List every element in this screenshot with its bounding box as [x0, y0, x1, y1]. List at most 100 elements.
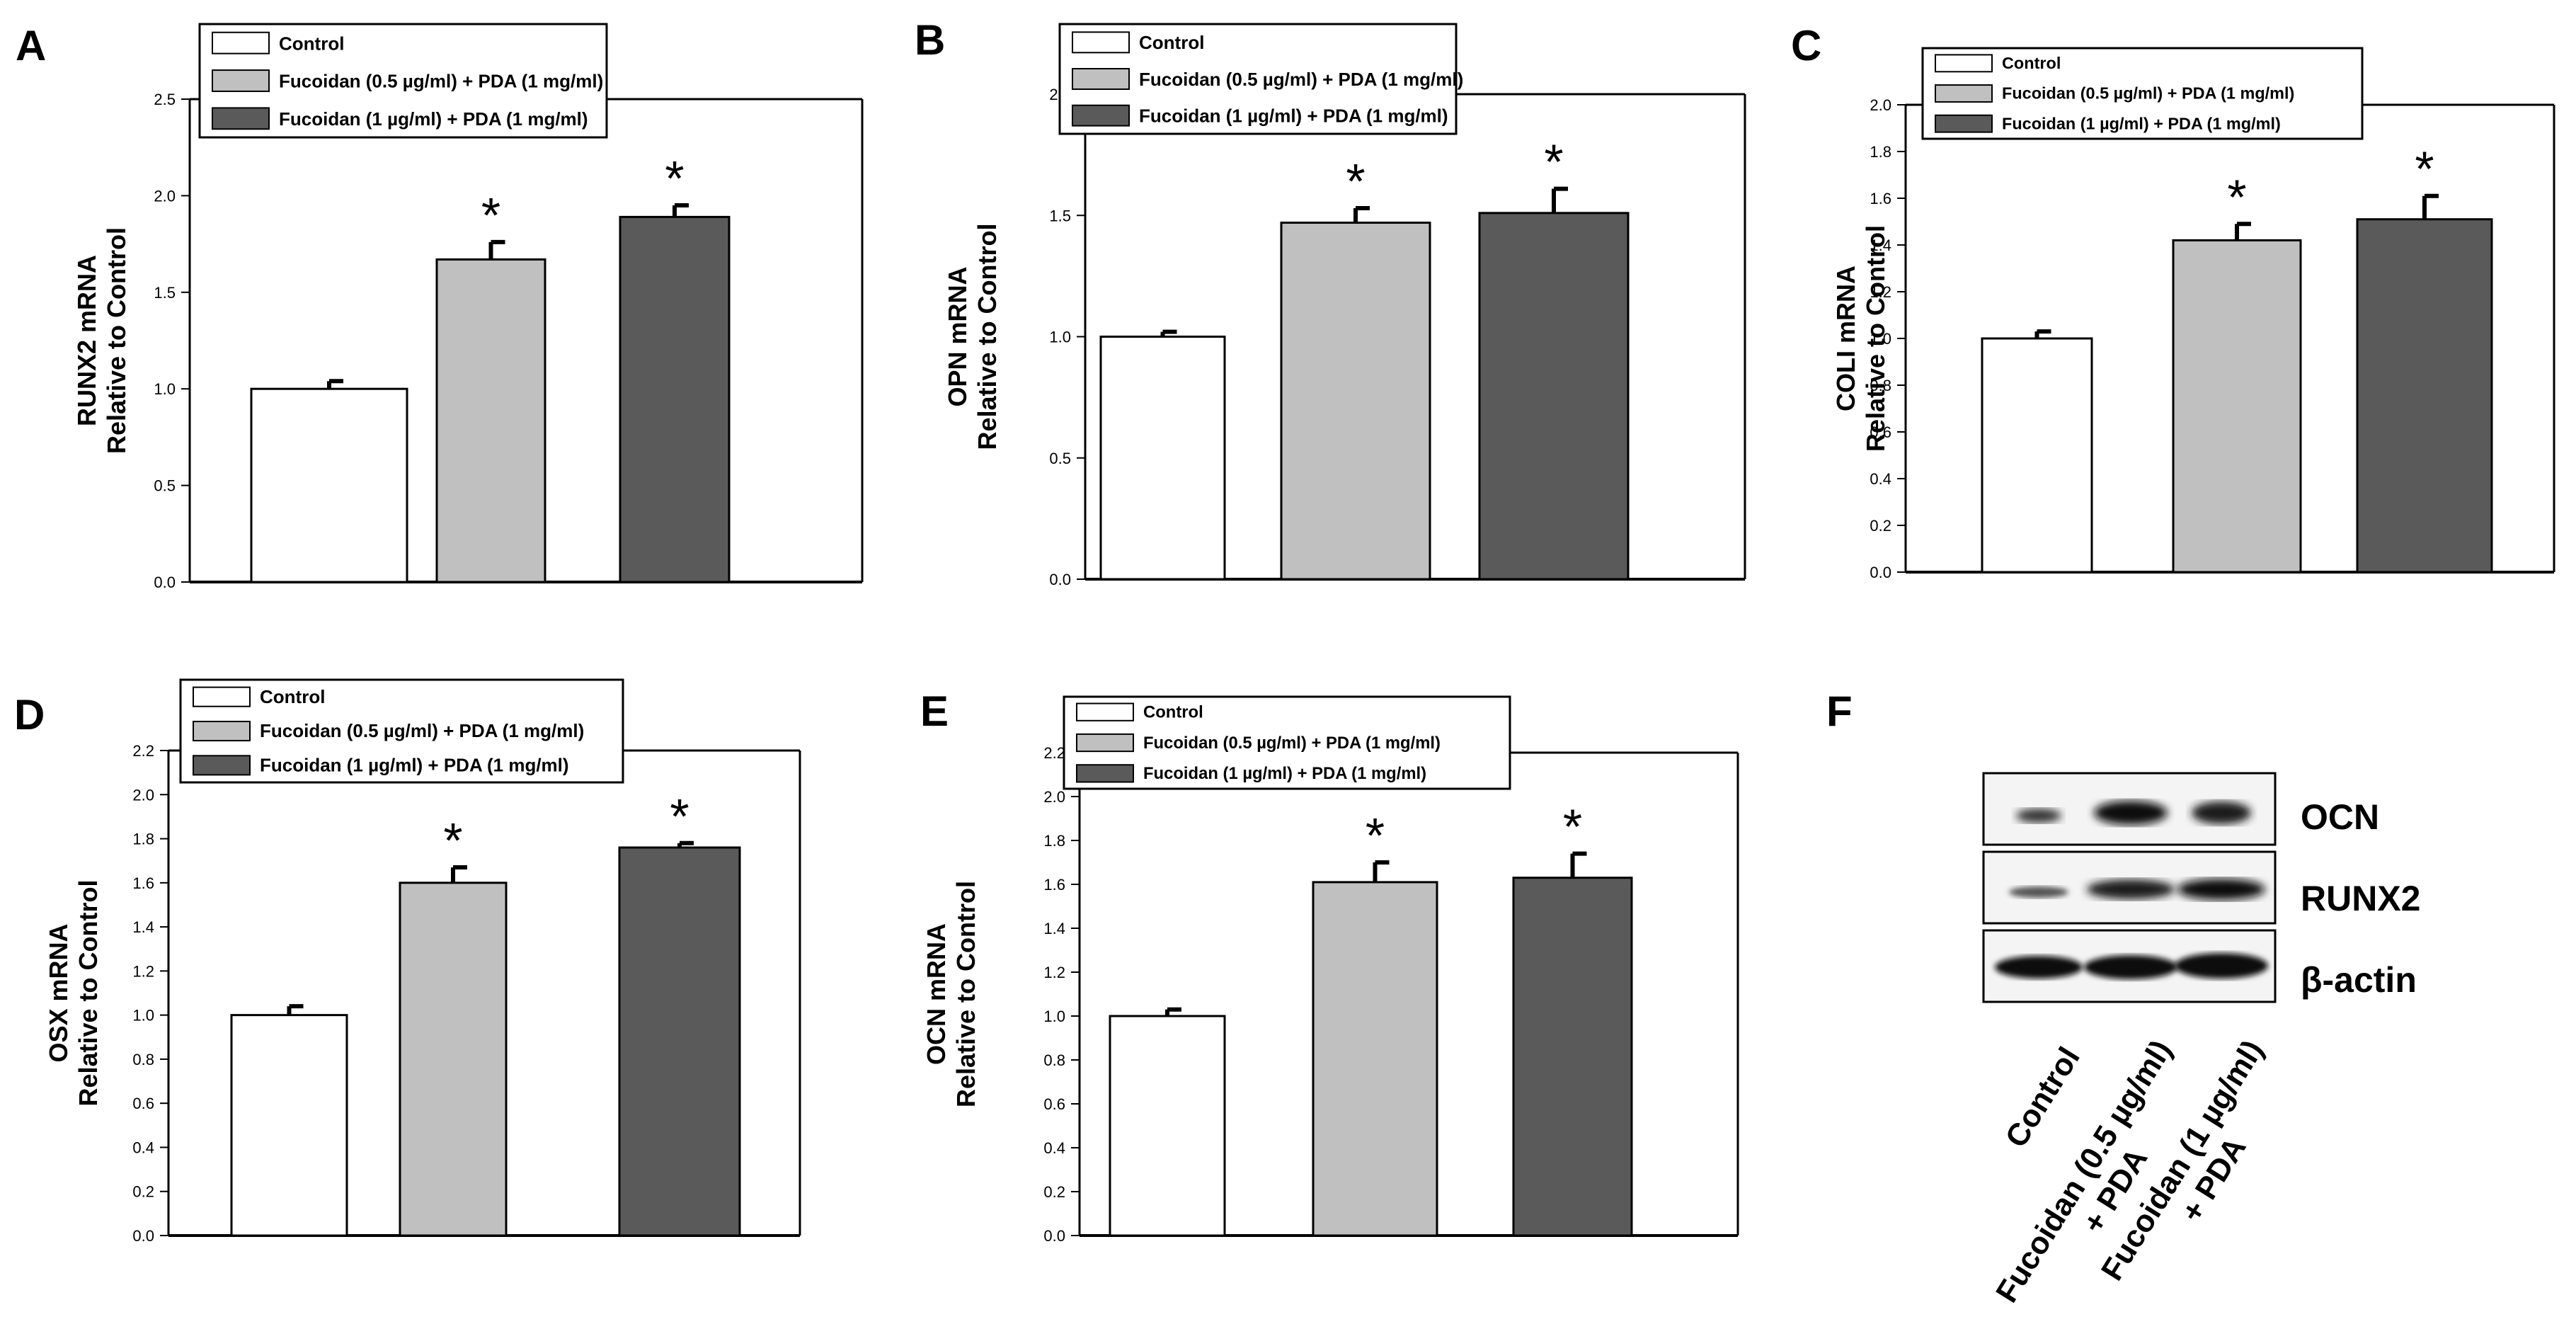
- bar: [1981, 337, 2093, 574]
- legend-label: Control: [279, 33, 344, 54]
- significance-marker: *: [665, 151, 684, 206]
- bar: [250, 387, 408, 583]
- y-tick-label: 1.4: [132, 918, 154, 936]
- bar: [1312, 881, 1438, 1237]
- y-axis-label: OCN mRNA: [922, 923, 951, 1065]
- panel-letter-f: F: [1826, 688, 1853, 735]
- legend-swatch: [193, 720, 251, 742]
- y-tick-label: 1.0: [154, 380, 176, 398]
- legend-swatch: [212, 107, 270, 130]
- y-tick-label: 2.0: [1043, 788, 1065, 806]
- y-axis-label: COLI mRNA: [1831, 266, 1860, 411]
- y-tick-label: 1.5: [154, 284, 176, 302]
- y-tick-label: 0.2: [1043, 1183, 1065, 1201]
- legend-swatch: [1935, 54, 1993, 73]
- bar: [435, 258, 546, 583]
- legend-label: Fucoidan (0.5 µg/ml) + PDA (1 mg/ml): [279, 71, 603, 92]
- y-tick-label: 1.0: [1043, 1008, 1065, 1025]
- significance-marker: *: [443, 813, 462, 868]
- y-tick-label: 2.5: [154, 91, 176, 108]
- legend-label: Fucoidan (0.5 µg/ml) + PDA (1 mg/ml): [1143, 734, 1441, 753]
- y-axis-label: OSX mRNA: [44, 923, 73, 1062]
- y-tick-label: 1.6: [1870, 190, 1891, 207]
- significance-marker: *: [2415, 142, 2434, 197]
- y-tick-label: 1.2: [1043, 964, 1065, 981]
- legend-box: [1063, 695, 1511, 790]
- y-tick-label: 1.4: [1870, 236, 1891, 254]
- legend-swatch: [1935, 114, 1993, 133]
- panel-letter-a: A: [16, 22, 47, 69]
- legend-swatch: [212, 31, 270, 55]
- legend-swatch: [1076, 702, 1134, 721]
- legend-box: [1921, 47, 2364, 140]
- blot-image: [1982, 772, 2277, 1003]
- y-tick-label: 2.2: [1043, 744, 1065, 762]
- y-tick-label: 0.8: [1870, 377, 1891, 394]
- bar: [619, 215, 731, 583]
- legend-swatch: [1072, 31, 1130, 54]
- bar: [2356, 218, 2493, 574]
- legend-label: Fucoidan (1 µg/ml) + PDA (1 mg/ml): [1139, 105, 1448, 126]
- legend-label: Control: [260, 686, 325, 707]
- panel-letter-b: B: [915, 16, 946, 64]
- bar: [230, 1014, 348, 1237]
- blot-row-label-ocn: OCN: [2301, 797, 2380, 837]
- legend-box: [179, 678, 624, 784]
- y-tick-label: 0.8: [1043, 1051, 1065, 1069]
- legend-swatch: [1076, 733, 1134, 753]
- y-tick-label: 0.0: [154, 574, 176, 591]
- y-tick-label: 0.2: [132, 1183, 154, 1201]
- chart-c: 0.0 0.2 0.4 0.6 0.8 1.0 1.2 1.4 1.6 1.8 2.0 COLI mR…: [1831, 47, 2555, 581]
- legend-label: Fucoidan (1 µg/ml) + PDA (1 mg/ml): [2002, 114, 2281, 132]
- bar: [2172, 239, 2302, 574]
- blot-row-label-beta-actin: β-actin: [2301, 960, 2417, 1000]
- y-tick-label: 1.5: [1049, 207, 1071, 224]
- y-tick-label: 0.0: [1870, 564, 1891, 581]
- significance-marker: *: [670, 789, 689, 844]
- y-tick-label: 1.2: [132, 962, 154, 980]
- chart-d: 0.0 0.2 0.4 0.6 0.8 1.0 1.2 1.4 1.6 1.8 2.0 2.2 OSX …: [44, 678, 801, 1245]
- legend-swatch: [193, 755, 251, 776]
- legend-label: Fucoidan (1 µg/ml) + PDA (1 mg/ml): [1143, 764, 1426, 783]
- legend-swatch: [212, 69, 270, 92]
- significance-marker: *: [2227, 169, 2246, 224]
- legend-label: Control: [1139, 32, 1204, 53]
- y-tick-label: 0.6: [132, 1095, 154, 1112]
- legend-swatch: [1076, 764, 1134, 783]
- y-tick-label: 0.8: [132, 1051, 154, 1068]
- significance-marker: *: [1563, 799, 1582, 855]
- bar: [1099, 336, 1226, 581]
- chart-e: 0.0 0.2 0.4 0.6 0.8 1.0 1.2 1.4 1.6 1.8 2.0 2.2 OCN …: [922, 695, 1739, 1245]
- bar: [1109, 1015, 1226, 1237]
- y-tick-label: 1.8: [1043, 832, 1065, 850]
- bar: [399, 882, 508, 1237]
- y-tick-label: 1.8: [132, 831, 154, 848]
- y-tick-label: 0.4: [1043, 1139, 1065, 1157]
- y-tick-label: 1.2: [1870, 283, 1891, 301]
- legend-label: Fucoidan (0.5 µg/ml) + PDA (1 mg/ml): [1139, 69, 1463, 90]
- panel-letter-e: E: [920, 688, 949, 735]
- y-axis-label: Relative to Control: [1861, 225, 1890, 452]
- y-axis-label: RUNX2 mRNA: [72, 255, 101, 426]
- significance-marker: *: [1544, 135, 1563, 190]
- chart-a: 0.0 0.5 1.0 1.5 2.0 2.5 RUNX2 mRNA Relative to …: [72, 23, 864, 591]
- y-axis-label: Relative to Control: [951, 881, 980, 1107]
- legend-swatch: [1935, 84, 1993, 103]
- legend-label: Control: [2002, 54, 2061, 72]
- y-tick-label: 0.0: [132, 1227, 154, 1245]
- y-tick-label: 1.6: [1043, 876, 1065, 894]
- bar: [1478, 212, 1630, 581]
- legend-label: Fucoidan (1 µg/ml) + PDA (1 mg/ml): [279, 108, 588, 130]
- bar: [1512, 877, 1633, 1237]
- y-tick-label: 0.4: [1870, 470, 1891, 488]
- y-tick-label: 0.5: [1049, 450, 1071, 467]
- legend-swatch: [1072, 104, 1130, 127]
- bar: [618, 846, 741, 1237]
- significance-marker: *: [481, 188, 500, 243]
- y-tick-label: 0.0: [1049, 571, 1071, 588]
- y-tick-label: 1.0: [1049, 329, 1071, 346]
- y-tick-label: 1.6: [132, 874, 154, 892]
- panel-letter-d: D: [14, 691, 45, 738]
